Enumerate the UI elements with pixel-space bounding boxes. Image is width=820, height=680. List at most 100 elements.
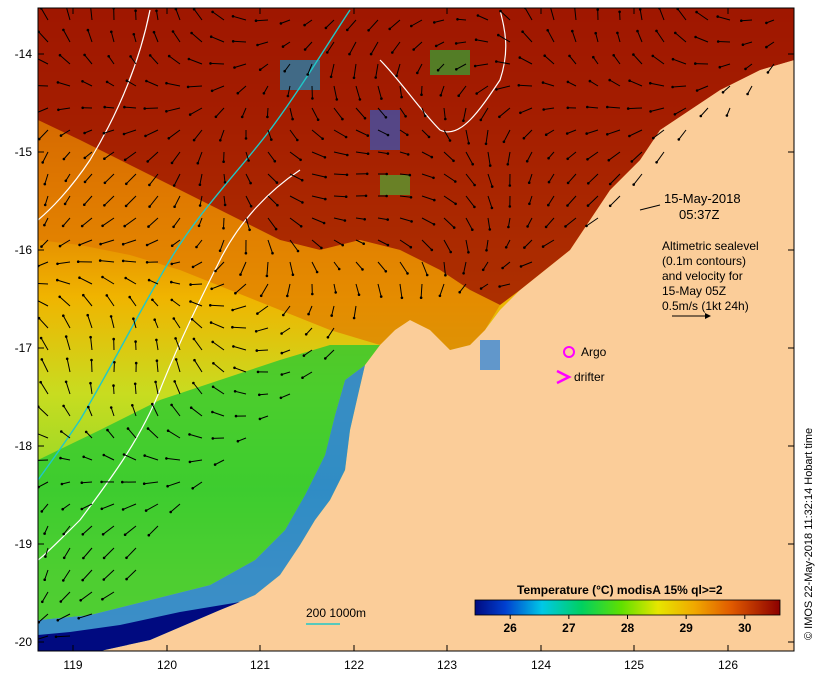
velocity-arrow: [78, 613, 93, 619]
velocity-arrow-head: [655, 29, 658, 33]
lat-label: -16: [15, 243, 33, 257]
lon-label: 123: [437, 658, 457, 672]
velocity-arrow-head: [425, 273, 429, 277]
velocity-arrow-head: [231, 14, 235, 18]
velocity-arrow-head: [344, 135, 348, 139]
velocity-arrow: [333, 283, 337, 293]
velocity-arrow-head: [649, 81, 652, 85]
velocity-arrow: [399, 151, 409, 155]
velocity-arrow-head: [174, 337, 177, 340]
velocity-arrow: [650, 107, 665, 112]
velocity-arrow-head: [365, 172, 369, 176]
velocity-arrow-head: [725, 114, 729, 117]
velocity-arrow: [355, 217, 365, 220]
velocity-arrow-head: [233, 390, 237, 393]
velocity-arrow: [443, 151, 454, 162]
velocity-arrow-head: [695, 10, 698, 14]
velocity-arrow: [695, 36, 709, 43]
velocity-arrow: [219, 239, 225, 251]
velocity-arrow-head: [211, 385, 215, 389]
velocity-arrow-head: [649, 110, 652, 113]
velocity-arrow: [443, 173, 456, 182]
velocity-arrow-head: [102, 131, 106, 135]
velocity-arrow: [103, 569, 115, 580]
velocity-arrow: [399, 195, 412, 198]
velocity-arrow: [544, 55, 555, 65]
velocity-arrow: [609, 173, 621, 185]
velocity-arrow-head: [286, 94, 290, 98]
velocity-arrow-head: [566, 106, 570, 110]
velocity-arrow: [87, 29, 93, 43]
velocity-arrow-head: [395, 74, 398, 78]
velocity-arrow-head: [330, 314, 334, 317]
lon-label: 126: [718, 658, 738, 672]
velocity-arrow-head: [186, 85, 190, 89]
velocity-arrow: [607, 129, 621, 135]
velocity-arrow-head: [83, 203, 86, 206]
velocity-arrow: [355, 283, 360, 295]
velocity-arrow-head: [273, 159, 277, 163]
velocity-arrows: [33, 8, 775, 640]
velocity-arrow: [156, 10, 159, 21]
velocity-arrow-head: [519, 111, 522, 115]
velocity-arrow-head: [270, 138, 273, 141]
velocity-arrow: [355, 151, 369, 155]
velocity-arrow: [267, 151, 276, 162]
velocity-arrow-head: [596, 8, 599, 11]
velocity-arrow: [586, 217, 599, 227]
velocity-arrow-head: [142, 482, 146, 486]
velocity-arrow: [548, 151, 555, 159]
velocity-arrow: [524, 8, 533, 21]
velocity-arrow-head: [151, 298, 154, 302]
velocity-arrow: [396, 63, 401, 76]
velocity-arrow: [503, 129, 511, 143]
velocity-arrow-head: [471, 162, 475, 166]
velocity-arrow: [377, 261, 387, 272]
velocity-arrow-head: [38, 316, 41, 320]
velocity-arrow: [103, 129, 115, 134]
velocity-arrow-head: [386, 243, 390, 247]
velocity-arrow-head: [400, 95, 403, 99]
velocity-arrow: [377, 239, 389, 246]
velocity-arrow-head: [231, 325, 234, 329]
velocity-arrow-head: [60, 430, 63, 433]
velocity-arrow: [83, 547, 93, 559]
velocity-arrow-head: [58, 53, 62, 57]
velocity-arrow-head: [363, 116, 367, 120]
velocity-arrow-head: [210, 287, 213, 291]
velocity-arrow-head: [361, 268, 364, 271]
velocity-arrow-head: [419, 296, 423, 300]
velocity-arrow: [333, 107, 343, 120]
velocity-arrow: [587, 151, 599, 160]
lon-label: 125: [624, 658, 644, 672]
velocity-arrow: [233, 40, 247, 43]
velocity-arrow-head: [211, 340, 214, 344]
velocity-arrow: [267, 195, 278, 206]
velocity-arrow: [672, 85, 687, 88]
velocity-arrow-head: [123, 158, 127, 162]
velocity-arrow: [416, 63, 423, 74]
velocity-arrow: [237, 437, 247, 442]
velocity-arrow-head: [384, 270, 388, 273]
velocity-arrow: [766, 19, 775, 24]
velocity-arrow: [719, 63, 731, 68]
velocity-arrow-head: [79, 599, 82, 602]
velocity-arrow-head: [166, 484, 169, 488]
velocity-arrow: [567, 81, 577, 87]
velocity-arrow-head: [632, 53, 635, 56]
velocity-arrow-head: [165, 457, 168, 460]
velocity-arrow: [84, 173, 93, 183]
velocity-arrow-head: [40, 510, 44, 513]
velocity-arrow: [144, 107, 159, 109]
velocity-arrow-head: [33, 84, 36, 87]
velocity-arrow-head: [303, 48, 307, 51]
velocity-arrow-head: [334, 291, 338, 294]
velocity-arrow: [171, 404, 181, 417]
velocity-arrow-head: [337, 267, 341, 271]
velocity-arrow-head: [145, 243, 149, 247]
velocity-arrow: [62, 29, 71, 43]
velocity-arrow-head: [499, 9, 502, 13]
velocity-arrow: [311, 173, 326, 178]
velocity-arrow-head: [148, 205, 151, 208]
velocity-arrow-head: [112, 337, 115, 341]
